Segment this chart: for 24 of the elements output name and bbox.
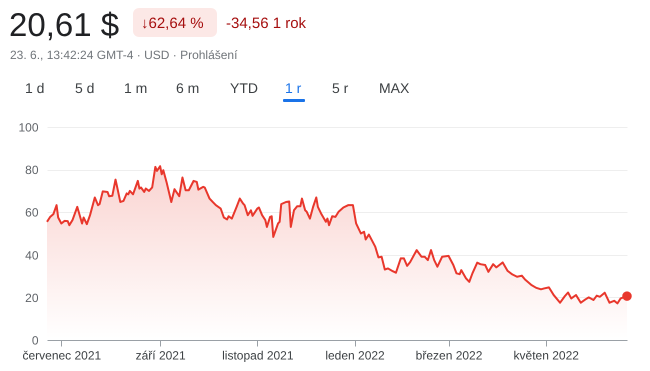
text: -34,56 1 rok xyxy=(226,15,307,32)
chart-title: 20,61 $ xyxy=(9,6,120,43)
text: 6 m xyxy=(176,80,200,96)
text: 1 d xyxy=(25,80,44,96)
x-tick-label: září 2021 xyxy=(136,348,186,362)
text: ↓62,64 % xyxy=(141,15,204,32)
x-tick-label: listopad 2021 xyxy=(222,348,294,362)
y-tick-label: 60 xyxy=(25,206,39,220)
x-tick-label: leden 2022 xyxy=(325,348,386,362)
x-tick-label: červenec 2021 xyxy=(22,348,102,362)
text: MAX xyxy=(379,80,410,96)
text: 5 r xyxy=(332,80,349,96)
y-tick-label: 40 xyxy=(25,248,39,262)
text: YTD xyxy=(230,80,258,96)
x-tick-label: březen 2022 xyxy=(416,348,483,362)
y-tick-label: 20 xyxy=(25,290,39,305)
y-tick-label: 0 xyxy=(32,334,39,348)
text: 1 r xyxy=(285,80,302,96)
y-tick-label: 80 xyxy=(25,163,39,178)
text: 5 d xyxy=(75,80,94,96)
y-tick-label: 100 xyxy=(18,120,39,134)
chart-subtitle: 23. 6., 13:42:24 GMT-4 · USD · Prohlášení xyxy=(10,48,238,62)
text: 1 m xyxy=(124,80,148,96)
x-tick-label: květen 2022 xyxy=(514,348,580,362)
